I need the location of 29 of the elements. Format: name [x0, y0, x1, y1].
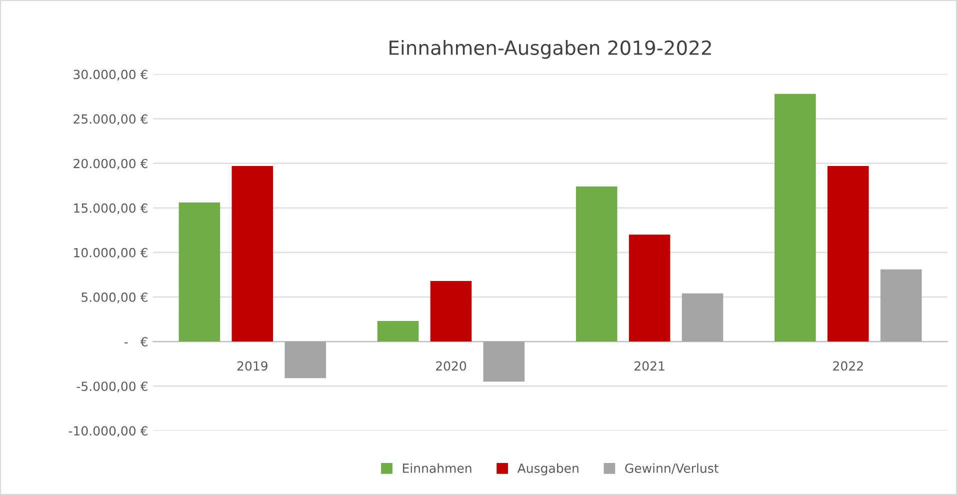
x-tick-label: 2019 — [237, 361, 268, 371]
x-tick-label: 2020 — [436, 361, 466, 371]
bar — [880, 269, 922, 342]
y-tick-label: 15.000,00 € — [74, 203, 148, 214]
legend-label: Gewinn/Verlust — [625, 463, 719, 474]
legend-label: Einnahmen — [402, 463, 472, 473]
legend-label: Ausgaben — [517, 463, 578, 476]
y-tick-label: 20.000,00 € — [74, 158, 148, 170]
y-tick-label: 10.000,00 € — [74, 248, 148, 259]
x-tick-label: 2022 — [833, 361, 863, 371]
y-tick-label: 25.000,00 € — [74, 114, 148, 125]
bar — [483, 342, 525, 382]
y-tick-label: -5.000,00 € — [76, 382, 148, 392]
y-tick-label: 30.000,00 € — [74, 70, 148, 80]
bar — [682, 293, 724, 342]
bar — [774, 94, 816, 342]
bar — [377, 321, 419, 342]
x-tick-label: 2021 — [634, 361, 664, 371]
bar — [827, 166, 869, 342]
y-tick-label: - € — [124, 337, 148, 346]
bar — [284, 342, 326, 378]
chart-title: Einnahmen-Ausgaben 2019-2022 — [390, 40, 711, 59]
bar — [232, 166, 274, 342]
y-tick-label: 5.000,00 € — [82, 292, 148, 304]
bar — [430, 280, 472, 342]
bar — [178, 202, 220, 342]
bar — [576, 186, 618, 342]
bar — [628, 234, 670, 342]
y-tick-label: -10.000,00 € — [68, 426, 148, 437]
